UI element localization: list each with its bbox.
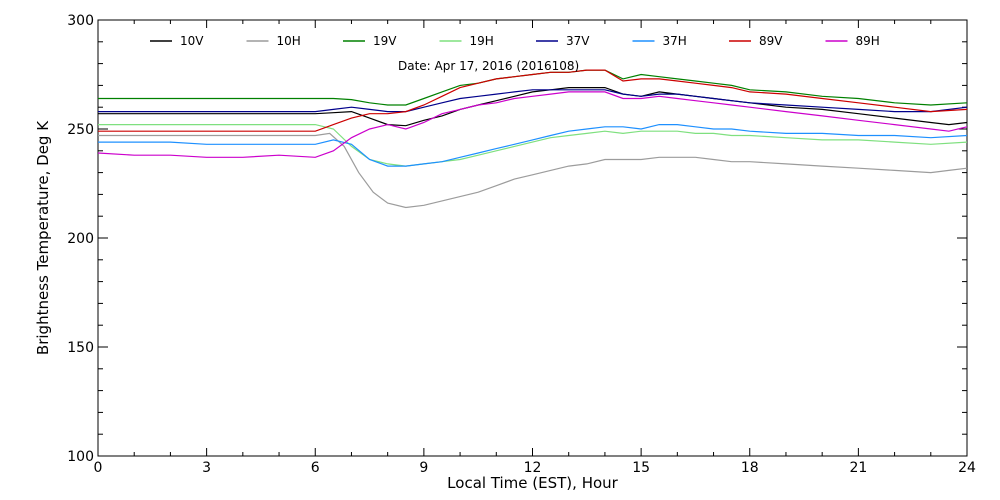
x-tick-label: 24 xyxy=(958,460,976,476)
y-tick-label: 250 xyxy=(67,122,94,138)
legend-label-89H: 89H xyxy=(856,34,880,48)
legend-label-37H: 37H xyxy=(663,34,687,48)
x-tick-label: 9 xyxy=(419,460,428,476)
series-line-89H xyxy=(97,91,968,158)
x-tick-label: 15 xyxy=(632,460,650,476)
series-line-10H xyxy=(98,132,968,209)
series-line-19H xyxy=(98,124,968,167)
x-tick-label: 21 xyxy=(849,460,867,476)
x-tick-label: 18 xyxy=(741,460,759,476)
y-tick-label: 200 xyxy=(67,231,94,247)
series-line-89V xyxy=(98,69,968,132)
series-line-10V xyxy=(98,87,968,127)
series-line-37H xyxy=(98,124,968,167)
x-axis-label: Local Time (EST), Hour xyxy=(447,474,618,492)
series-layer xyxy=(97,69,968,209)
x-tick-label: 12 xyxy=(524,460,542,476)
series-line-37V xyxy=(98,89,968,113)
axis-ticks: 0 3 6 9 12 15 18 21 24 100 150 200 250 300 xyxy=(67,13,976,476)
legend-label-89V: 89V xyxy=(759,34,783,48)
legend: 10V 10H 19V 19H 37V 37H 89V 89H xyxy=(150,34,880,48)
legend-label-19V: 19V xyxy=(373,34,397,48)
plot-frame xyxy=(97,19,968,457)
x-tick-label: 0 xyxy=(94,460,103,476)
y-axis-label: Brightness Temperature, Deg K xyxy=(34,120,52,355)
y-tick-label: 300 xyxy=(67,13,94,29)
legend-label-19H: 19H xyxy=(470,34,494,48)
legend-label-10V: 10V xyxy=(180,34,204,48)
legend-label-37V: 37V xyxy=(566,34,590,48)
date-annotation: Date: Apr 17, 2016 (2016108) xyxy=(398,59,579,73)
x-tick-label: 3 xyxy=(202,460,211,476)
y-tick-label: 100 xyxy=(67,449,94,465)
y-tick-label: 150 xyxy=(67,340,94,356)
x-tick-label: 6 xyxy=(311,460,320,476)
legend-label-10H: 10H xyxy=(277,34,301,48)
